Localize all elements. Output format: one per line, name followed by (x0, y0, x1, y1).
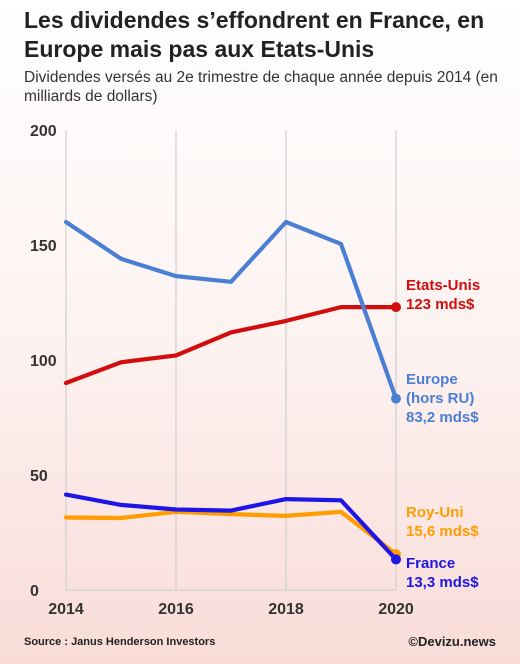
end-point-europe (391, 393, 401, 404)
y-tick-label-50: 50 (30, 468, 48, 485)
series-layer (63, 219, 401, 565)
x-tick-label-2020: 2020 (378, 601, 414, 618)
source-note: Source : Janus Henderson Investors (24, 636, 216, 648)
chart-title: Les dividendes s’effondrent en France, e… (24, 7, 485, 62)
series-label-france-0: France (406, 555, 455, 572)
series-label-uk-1: 15,6 mds$ (406, 523, 479, 540)
credit-note: ©Devizu.news (408, 634, 496, 649)
y-tick-label-100: 100 (30, 353, 57, 370)
series-label-europe-1: (hors RU) (406, 390, 474, 407)
x-tick-label-2014: 2014 (48, 601, 84, 618)
grid-layer (65, 130, 397, 591)
y-tick-label-0: 0 (30, 583, 39, 600)
series-label-france-1: 13,3 mds$ (406, 574, 479, 591)
series-label-europe-2: 83,2 mds$ (406, 409, 479, 426)
chart-subtitle: Dividendes versés au 2e trimestre de cha… (24, 69, 498, 105)
y-tick-label-150: 150 (30, 238, 57, 255)
end-point-france (391, 554, 401, 565)
series-label-europe-0: Europe (406, 371, 458, 388)
end-point-usa (391, 302, 401, 313)
x-tick-label-2018: 2018 (268, 601, 304, 618)
series-label-uk-0: Roy-Uni (406, 504, 464, 521)
y-tick-label-200: 200 (30, 123, 57, 140)
series-line-usa (63, 305, 399, 386)
series-line-europe (63, 219, 399, 401)
series-line-france (63, 492, 399, 562)
x-tick-label-2016: 2016 (158, 601, 194, 618)
series-line-uk (63, 509, 399, 557)
axis-layer: 0 50 100 150 200 2014 2016 2018 2020 (30, 123, 414, 618)
series-label-usa-0: Etats-Unis (406, 277, 480, 294)
series-label-layer: Etats-Unis 123 mds$ Europe (hors RU) 83,2 md… (406, 277, 480, 591)
series-label-usa-1: 123 mds$ (406, 296, 475, 313)
